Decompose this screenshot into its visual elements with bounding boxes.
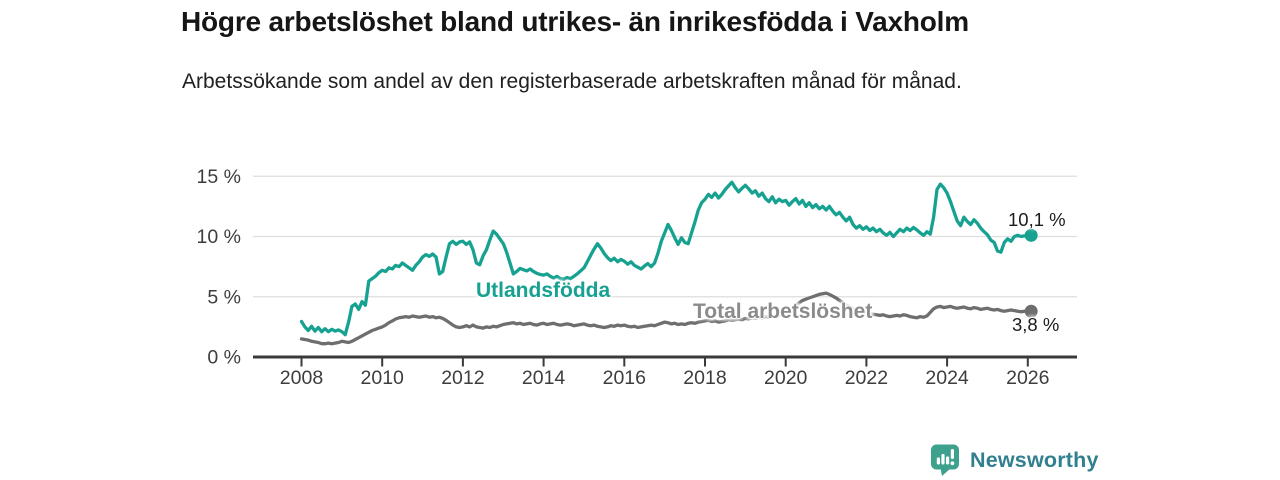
page-title: Högre arbetslöshet bland utrikes- än inr… [181, 6, 969, 37]
x-tick-label: 2016 [603, 367, 646, 389]
end-value-label-utlandsfodda: 10,1 % [1008, 209, 1066, 230]
newsworthy-bubble-chart-icon [931, 444, 959, 476]
y-tick-label: 10 % [197, 226, 241, 248]
series-label-total-arbetsloshet: Total arbetslöshet [693, 300, 873, 323]
x-tick-label: 2022 [845, 367, 888, 389]
x-tick-label: 2008 [280, 367, 323, 389]
page-subtitle: Arbetssökande som andel av den registerb… [182, 70, 962, 93]
series-line-total-arbetsl-shet [299, 291, 1033, 346]
x-tick-label: 2014 [522, 367, 566, 389]
x-tick-label: 2012 [441, 367, 484, 389]
series-end-dot [1024, 228, 1038, 242]
y-tick-label: 15 % [197, 166, 241, 188]
y-tick-label: 0 % [207, 347, 241, 369]
end-value-label-total: 3,8 % [1012, 314, 1060, 335]
x-tick-label: 2026 [1006, 367, 1049, 389]
x-tick-label: 2010 [361, 367, 405, 389]
newsworthy-logo: Newsworthy [929, 443, 1099, 477]
x-tick-label: 2018 [683, 367, 726, 389]
x-tick-label: 2020 [764, 367, 808, 389]
x-tick-label: 2024 [925, 367, 969, 389]
series-end-dot [1024, 304, 1038, 318]
brand-name: Newsworthy [970, 447, 1099, 472]
series-line-utlandsf-dda [299, 180, 1033, 337]
y-tick-label: 5 % [207, 286, 241, 308]
series-label-utlandsfodda: Utlandsfödda [476, 279, 611, 302]
